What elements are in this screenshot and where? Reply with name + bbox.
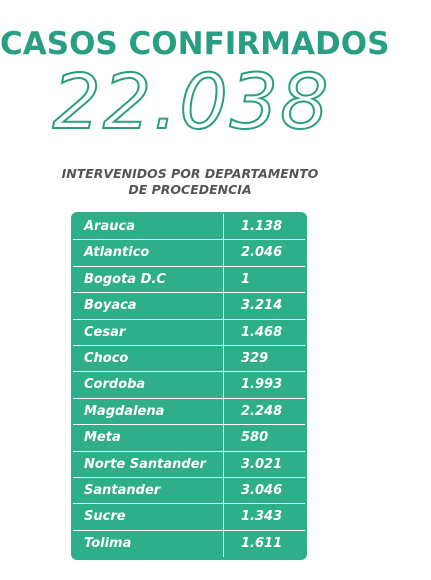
table-row: Choco 329	[73, 345, 305, 373]
case-count: 1.343	[241, 509, 283, 525]
department-name: Cordoba	[73, 372, 224, 398]
department-name: Choco	[73, 345, 224, 372]
department-name: Norte Santander	[73, 451, 224, 477]
table-row: Tolima 1.611	[73, 530, 305, 558]
department-name: Santander	[73, 477, 224, 504]
table-row: Arauca 1.138	[73, 214, 305, 241]
case-count: 3.021	[241, 456, 283, 472]
table-row: Sucre 1.343	[73, 504, 305, 531]
table-row: Atlantico 2.046	[73, 240, 305, 267]
case-count: 1.611	[241, 535, 283, 551]
department-name: Sucre	[73, 504, 224, 530]
table-row: Cordoba 1.993	[73, 372, 305, 399]
department-name: Meta	[73, 425, 224, 451]
case-count: 329	[241, 350, 269, 366]
case-count: 1.468	[241, 324, 283, 340]
subtitle-line-2: DE PROCEDENCIA	[128, 182, 252, 197]
case-count: 2.248	[241, 403, 283, 419]
table-row: Bogota D.C 1	[73, 266, 305, 294]
case-count: 3.046	[241, 482, 283, 498]
case-count: 3.214	[241, 298, 283, 314]
department-name: Cesar	[73, 319, 224, 345]
total-cases-number: 22.038	[52, 57, 331, 147]
table-row: Boyaca 3.214	[73, 293, 305, 320]
case-count: 1	[241, 271, 251, 287]
department-name: Atlantico	[73, 240, 224, 266]
table-row: Santander 3.046	[73, 477, 305, 505]
table-row: Cesar 1.468	[73, 319, 305, 346]
department-table: Arauca 1.138 Atlantico 2.046 Bogota D.C 1 Boya…	[71, 212, 307, 560]
department-name: Magdalena	[73, 398, 224, 425]
table-row: Magdalena 2.248	[73, 398, 305, 426]
table-row: Norte Santander 3.021	[73, 451, 305, 478]
case-count: 2.046	[241, 245, 283, 261]
table-row: Meta 580	[73, 425, 305, 452]
department-name: Bogota D.C	[73, 266, 224, 293]
case-count: 580	[241, 430, 269, 446]
department-name: Arauca	[73, 214, 224, 240]
case-count: 1.138	[241, 219, 283, 234]
subtitle-line-1: INTERVENIDOS POR DEPARTAMENTO	[61, 166, 319, 181]
subtitle: INTERVENIDOS POR DEPARTAMENTO DE PROCEDE…	[0, 166, 380, 198]
case-count: 1.993	[241, 377, 283, 393]
department-name: Tolima	[73, 530, 224, 558]
page-title: CASOS CONFIRMADOS	[0, 26, 390, 62]
department-name: Boyaca	[73, 293, 224, 319]
